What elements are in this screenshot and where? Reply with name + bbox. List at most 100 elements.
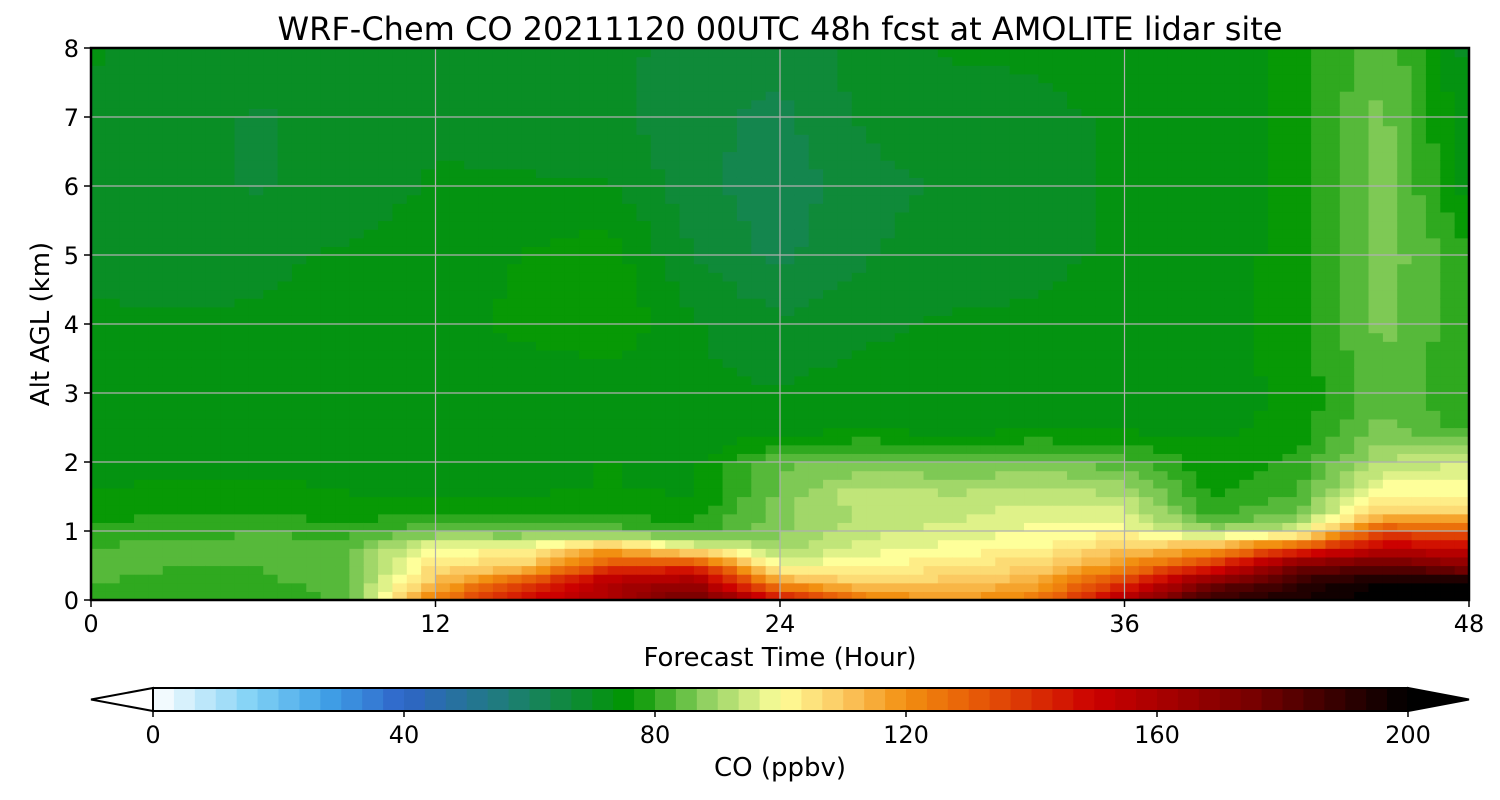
heatmap-cell xyxy=(550,91,566,101)
heatmap-cell xyxy=(205,324,221,334)
heatmap-cell xyxy=(1153,462,1169,472)
heatmap-cell xyxy=(535,539,551,549)
heatmap-cell xyxy=(579,531,594,541)
heatmap-cell xyxy=(191,315,207,325)
heatmap-cell xyxy=(306,349,322,360)
heatmap-cell xyxy=(392,436,408,446)
heatmap-cell xyxy=(91,117,106,127)
heatmap-cell xyxy=(406,591,422,601)
heatmap-cell xyxy=(679,522,695,532)
heatmap-cell xyxy=(1024,410,1039,420)
heatmap-cell xyxy=(937,358,953,368)
heatmap-cell xyxy=(780,556,795,567)
heatmap-cell xyxy=(1181,531,1197,541)
heatmap-cell xyxy=(320,401,336,411)
heatmap-cell xyxy=(1110,306,1126,316)
heatmap-cell xyxy=(1124,401,1140,411)
heatmap-cell xyxy=(1110,384,1126,394)
heatmap-cell xyxy=(507,341,523,351)
heatmap-cell xyxy=(636,211,652,222)
heatmap-cell xyxy=(1181,324,1197,334)
heatmap-cell xyxy=(693,487,709,498)
heatmap-cell xyxy=(823,505,839,515)
heatmap-cell xyxy=(205,108,221,118)
heatmap-cell xyxy=(1181,470,1197,480)
heatmap-cell xyxy=(923,315,939,325)
heatmap-cell xyxy=(607,220,623,230)
heatmap-cell xyxy=(134,229,150,239)
heatmap-cell xyxy=(464,142,480,153)
heatmap-cell xyxy=(679,160,695,170)
heatmap-cell xyxy=(794,453,810,463)
heatmap-cell xyxy=(1009,168,1025,178)
heatmap-cell xyxy=(363,203,379,213)
heatmap-cell xyxy=(1138,160,1154,170)
heatmap-cell xyxy=(564,91,580,101)
heatmap-cell xyxy=(894,73,910,84)
heatmap-cell xyxy=(1052,160,1068,170)
heatmap-cell xyxy=(205,453,221,463)
heatmap-cell xyxy=(363,324,379,334)
heatmap-cell xyxy=(1038,410,1054,420)
heatmap-cell xyxy=(708,194,724,204)
heatmap-cell xyxy=(966,539,982,549)
heatmap-cell xyxy=(866,513,882,523)
heatmap-cell xyxy=(1052,444,1068,454)
heatmap-cell xyxy=(794,531,810,541)
heatmap-cell xyxy=(808,565,824,575)
heatmap-cell xyxy=(880,160,896,170)
heatmap-cell xyxy=(263,65,279,75)
heatmap-cell xyxy=(507,444,523,454)
heatmap-cell xyxy=(421,324,437,334)
heatmap-cell xyxy=(205,306,221,316)
heatmap-cell xyxy=(894,65,910,75)
heatmap-cell xyxy=(320,151,336,161)
heatmap-cell xyxy=(564,479,580,489)
heatmap-cell xyxy=(406,194,422,204)
heatmap-cell xyxy=(880,332,896,342)
heatmap-cell xyxy=(521,280,537,291)
heatmap-cell xyxy=(593,522,609,532)
heatmap-cell xyxy=(148,470,164,480)
heatmap-cell xyxy=(880,384,896,394)
heatmap-cell xyxy=(765,56,781,66)
heatmap-cell xyxy=(205,194,221,204)
heatmap-cell xyxy=(780,82,795,92)
heatmap-cell xyxy=(952,56,968,66)
heatmap-cell xyxy=(866,548,882,558)
heatmap-cell xyxy=(593,203,609,213)
heatmap-cell xyxy=(248,427,264,437)
heatmap-cell xyxy=(1124,306,1140,316)
heatmap-cell xyxy=(306,48,322,58)
heatmap-cell xyxy=(449,427,465,437)
heatmap-cell xyxy=(449,358,465,368)
heatmap-cell xyxy=(205,237,221,247)
heatmap-cell xyxy=(995,168,1011,178)
heatmap-cell xyxy=(363,582,379,592)
heatmap-cell xyxy=(837,531,853,541)
heatmap-cell xyxy=(837,479,853,489)
heatmap-cell xyxy=(665,522,681,532)
heatmap-cell xyxy=(320,263,336,273)
heatmap-cell xyxy=(464,117,480,127)
heatmap-cell xyxy=(780,263,795,273)
heatmap-cell xyxy=(966,436,982,446)
heatmap-cell xyxy=(234,375,250,385)
heatmap-cell xyxy=(378,65,394,75)
heatmap-cell xyxy=(248,462,264,472)
heatmap-cell xyxy=(449,591,465,601)
heatmap-cell xyxy=(1052,522,1068,532)
heatmap-cell xyxy=(607,479,623,489)
heatmap-cell xyxy=(220,462,236,472)
heatmap-cell xyxy=(134,99,150,109)
heatmap-cell xyxy=(205,186,221,196)
heatmap-cell xyxy=(1110,48,1126,58)
heatmap-cell xyxy=(1038,203,1054,213)
heatmap-cell xyxy=(1167,134,1183,144)
heatmap-cell xyxy=(1153,289,1169,299)
heatmap-cell xyxy=(119,272,135,282)
heatmap-cell xyxy=(550,565,566,575)
heatmap-cell xyxy=(693,349,709,360)
heatmap-cell xyxy=(1095,168,1111,178)
heatmap-cell xyxy=(148,134,164,144)
